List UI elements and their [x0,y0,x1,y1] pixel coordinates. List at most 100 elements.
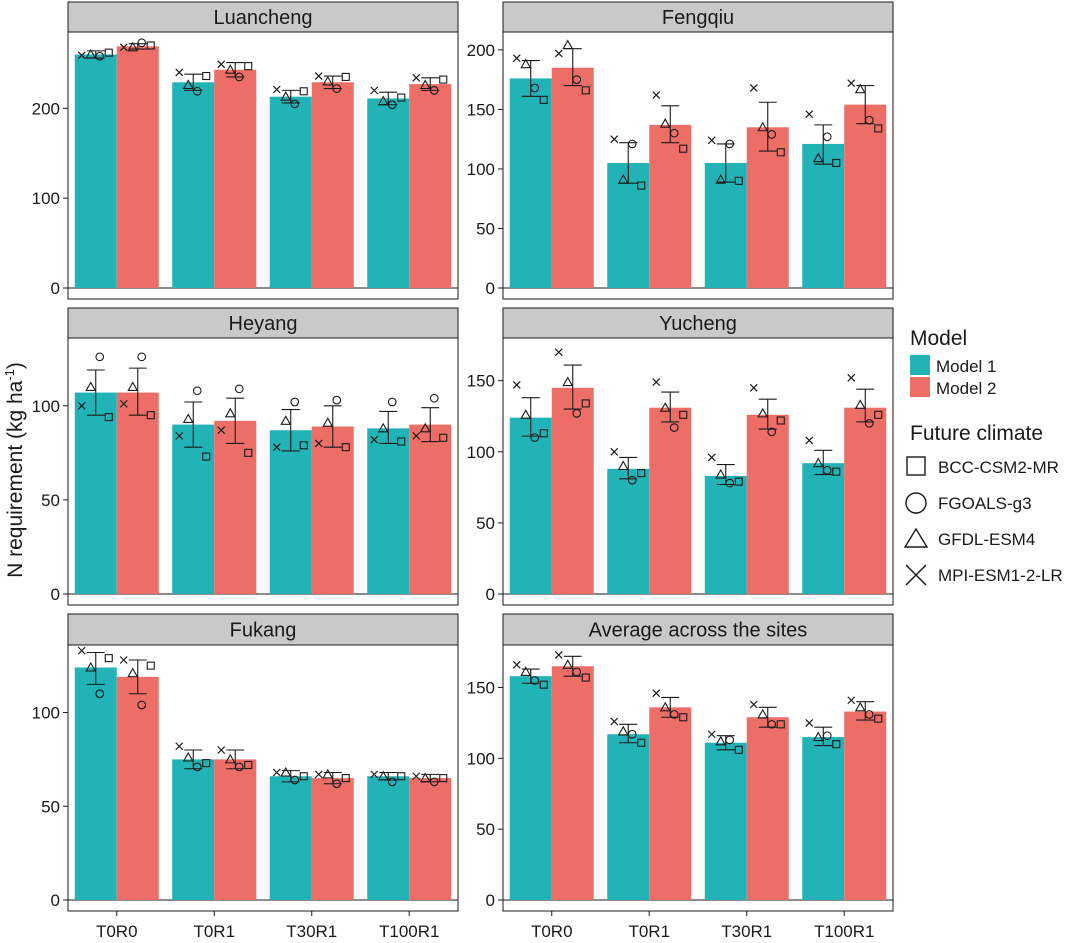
point-triangle-icon [419,772,431,783]
bar-model-2 [116,392,159,594]
point-triangle-icon [322,768,334,779]
bar-model-2 [649,407,692,594]
bar-model-1 [802,143,845,288]
bar-model-2 [551,387,594,594]
point-cross-icon [217,426,226,435]
point-cross-icon [749,700,758,709]
point-triangle-icon [715,174,727,184]
legend: Model Model 1 Model 2 Future climate BCC… [903,327,1063,586]
point-cross-icon [314,72,323,80]
point-triangle-icon [854,701,866,712]
point-triangle-icon [85,661,97,672]
bar-model-2 [409,84,452,289]
bar-model-2 [844,711,887,900]
point-triangle-icon [812,152,824,163]
point-square-icon [146,661,155,670]
legend-swatch-model-1 [910,355,930,375]
panel-strip [502,613,894,646]
legend-label-bcc: BCC-CSM2-MR [938,458,1059,477]
bar-model-1 [802,737,845,900]
point-circle-icon [767,130,777,139]
point-square-icon [539,95,548,104]
bar-model-1 [74,54,117,288]
point-cross-icon [847,373,856,382]
point-triangle-icon [322,417,334,427]
point-cross-icon [805,110,814,119]
point-cross-icon [272,443,281,452]
point-square-icon [734,745,743,754]
y-tick-label: 150 [467,372,495,391]
y-tick-label: 0 [486,891,495,910]
y-tick-label: 50 [476,219,495,238]
point-square-icon [341,774,350,783]
point-square-icon [581,86,590,95]
bar-model-2 [409,424,452,594]
x-tick-label: T0R0 [96,922,138,941]
point-triangle-icon [280,766,292,777]
point-circle-icon [572,667,582,677]
bar-model-2 [214,69,257,288]
point-triangle-icon [127,381,139,391]
y-tick-label: 50 [41,797,60,816]
point-triangle-icon [562,659,574,669]
point-triangle-icon [715,468,727,479]
y-axis-label-superscript: -1 [2,369,17,381]
point-cross-icon [412,772,421,781]
panel-title: Fengqiu [662,7,734,29]
bar-model-1 [367,776,410,900]
point-square-icon [104,654,113,663]
point-square-icon [679,144,688,153]
point-circle-icon [234,384,244,394]
point-square-icon [104,48,113,57]
point-square-icon [776,416,785,425]
point-circle-icon [95,689,105,699]
bar-model-1 [509,78,552,288]
point-triangle-icon [812,731,824,742]
bar-model-1 [74,392,117,594]
point-circle-icon [387,397,397,407]
point-circle-icon [627,139,637,149]
point-triangle-icon [85,48,97,59]
bar-model-1 [509,417,552,594]
bar-model-2 [649,124,692,288]
point-cross-icon [749,84,758,92]
point-circle-icon [95,51,105,61]
point-circle-icon [627,475,637,485]
point-circle-icon [725,139,735,149]
y-tick-label: 100 [32,704,60,723]
bar-model-2 [409,778,452,900]
point-triangle-icon [854,83,866,94]
point-cross-icon [652,689,661,698]
bar-model-2 [746,414,789,594]
legend-label-fgoals: FGOALS-g3 [938,494,1032,513]
point-circle-icon [332,779,342,789]
point-square-icon [299,772,308,781]
bar-model-1 [704,475,747,594]
legend-model-title: Model [910,327,967,350]
point-circle-icon [137,352,147,362]
point-cross-icon [512,381,521,389]
point-cross-icon [370,86,379,95]
y-tick-label: 0 [51,891,60,910]
y-tick-label: 150 [467,100,495,119]
point-cross-icon [77,401,86,410]
point-square-icon [397,437,406,446]
point-triangle-icon [617,725,629,736]
point-cross-icon [707,730,716,739]
point-circle-icon [290,775,300,785]
bar-model-2 [551,666,594,900]
point-circle-icon [429,393,439,403]
point-circle-icon [530,83,540,93]
point-circle-icon [192,386,202,396]
panel-title: Average across the sites [589,620,808,642]
point-cross-icon [554,650,563,659]
point-circle-icon [332,395,342,405]
point-circle-icon [290,397,300,407]
panel-5: Fukang 0 50 100 T0R0 T0R1 T30R1 T100R1 [32,613,459,941]
panel-title: Luancheng [214,7,313,29]
bar-model-1 [607,734,650,900]
bar-model-1 [172,424,215,594]
point-cross-icon [512,660,521,669]
bar-model-1 [704,742,747,900]
panel-6: Average across the sites 0 50 100 150 T0R0 T0R… [467,613,894,941]
